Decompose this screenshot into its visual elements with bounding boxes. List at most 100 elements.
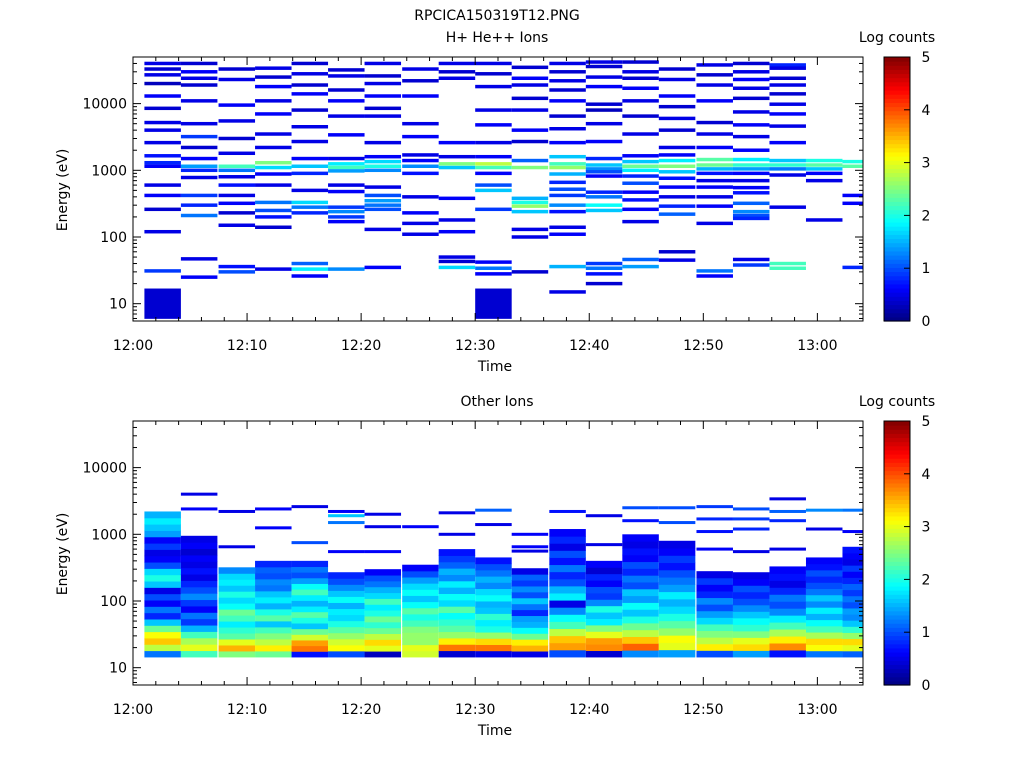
heatmap-cell [769, 261, 806, 266]
colorbar-swatch [884, 85, 910, 91]
heatmap-cell [291, 211, 329, 215]
heatmap-cell [402, 121, 439, 126]
heatmap-cell [364, 569, 402, 576]
heatmap-cell [438, 625, 476, 633]
colorbar-swatch [884, 201, 910, 207]
heatmap-cell [475, 183, 512, 187]
heatmap-cell [475, 582, 512, 590]
heatmap-cell [769, 497, 806, 501]
x-tick-label: 12:30 [455, 702, 495, 718]
heatmap-cell [549, 114, 586, 118]
heatmap-cell [696, 204, 733, 208]
heatmap-cell [218, 67, 256, 71]
heatmap-cell [622, 534, 659, 542]
colorbar-swatch [884, 246, 910, 252]
heatmap-cell [696, 604, 733, 612]
heatmap-cell [585, 195, 623, 199]
heatmap-cell [402, 158, 439, 163]
heatmap-cell [769, 629, 806, 637]
colorbar-swatch [884, 668, 910, 674]
colorbar-label: Log counts [859, 394, 935, 410]
heatmap-cell [475, 632, 512, 639]
heatmap-cell [511, 227, 549, 232]
colorbar-swatch [884, 532, 910, 538]
heatmap-cell [438, 218, 476, 222]
heatmap-cell [842, 201, 863, 206]
heatmap-cell [732, 257, 770, 262]
heatmap-cell [549, 628, 586, 637]
heatmap-cell [144, 81, 181, 86]
x-tick-label: 13:00 [797, 702, 837, 718]
heatmap-cell [732, 591, 770, 599]
heatmap-cell [364, 586, 402, 594]
heatmap-cell [732, 624, 770, 632]
heatmap-cell [218, 103, 256, 107]
colorbar-swatch [884, 197, 910, 202]
colorbar-swatch [884, 544, 910, 550]
heatmap-cell [658, 577, 696, 585]
heatmap-cell [180, 61, 218, 66]
heatmap-cell [475, 594, 512, 602]
heatmap-cell [769, 124, 806, 128]
heatmap-cell [549, 642, 586, 651]
heatmap-cell [549, 571, 586, 580]
heatmap-cell [364, 604, 402, 611]
heatmap-cell [402, 195, 439, 199]
heatmap-cell [696, 145, 733, 150]
heatmap-cell [218, 644, 256, 652]
heatmap-cell [549, 99, 586, 103]
heatmap-cell [438, 76, 476, 80]
heatmap-cell [218, 633, 256, 640]
heatmap-cell [622, 609, 659, 617]
heatmap-cell [328, 156, 365, 161]
heatmap-cell [842, 164, 863, 168]
heatmap-cell [511, 615, 549, 622]
heatmap-cell [696, 167, 733, 171]
heatmap-cell [180, 567, 218, 575]
colorbar-swatch [884, 515, 910, 521]
heatmap-cell [732, 550, 770, 554]
heatmap-cell [255, 84, 292, 89]
heatmap-cell [585, 121, 623, 126]
heatmap-cell [402, 570, 439, 578]
heatmap-cell [328, 514, 365, 518]
heatmap-cell [328, 209, 365, 214]
heatmap-cell [511, 597, 549, 605]
heatmap-cell [180, 507, 218, 511]
colorbar-tick-label: 5 [922, 414, 931, 430]
colorbar-swatch [884, 184, 910, 190]
heatmap-cell [402, 211, 439, 215]
colorbar-swatch [884, 213, 910, 219]
heatmap-cell [549, 607, 586, 615]
heatmap-cell [364, 651, 402, 658]
heatmap-cell [696, 643, 733, 651]
heatmap-cell [180, 586, 218, 594]
heatmap-cell [364, 639, 402, 646]
heatmap-cell [180, 637, 218, 645]
heatmap-cell [622, 643, 659, 651]
heatmap-cell [585, 618, 623, 626]
heatmap-cell [180, 574, 218, 581]
heatmap-cell [291, 639, 329, 647]
heatmap-cell [696, 505, 733, 509]
heatmap-cell [402, 134, 439, 139]
heatmap-cell [438, 259, 476, 264]
heatmap-cell [402, 171, 439, 176]
heatmap-cell [475, 576, 512, 583]
heatmap-cell [364, 598, 402, 605]
heatmap-cell [144, 524, 181, 531]
heatmap-cell [769, 608, 806, 616]
colorbar-swatch [884, 652, 910, 657]
heatmap-cell [255, 602, 292, 610]
heatmap-cell [732, 578, 770, 586]
heatmap-cell [511, 627, 549, 634]
heatmap-cell [364, 645, 402, 652]
heatmap-cell [364, 580, 402, 588]
heatmap-cell [622, 616, 659, 624]
heatmap-cell [511, 645, 549, 652]
heatmap-cell [180, 168, 218, 173]
colorbar-swatch [884, 565, 910, 571]
heatmap-cell [144, 229, 181, 234]
heatmap-cell [585, 84, 623, 89]
heatmap-cell [769, 83, 806, 87]
